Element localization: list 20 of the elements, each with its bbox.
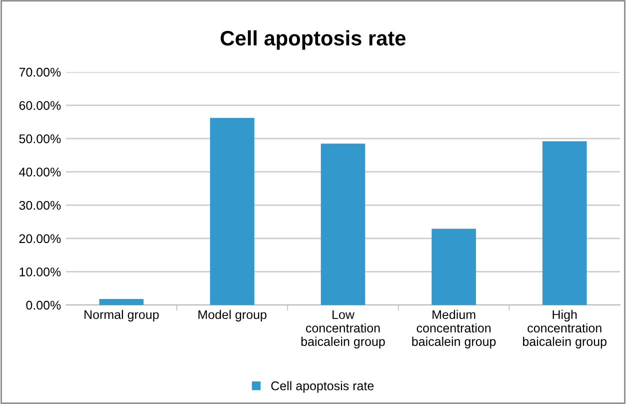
x-tick-label: Low concentration baicalein group (301, 310, 385, 348)
y-tick-label: 10.00% (20, 268, 61, 276)
bar (210, 118, 254, 305)
y-tick-label: 60.00% (19, 101, 61, 110)
x-tick-label: Medium concentration baicalein group (412, 310, 496, 348)
chart-title: Cell apoptosis rate (220, 30, 406, 50)
x-tick-label: Model group (198, 310, 266, 322)
x-tick-label: High concentration baicalein group (523, 310, 606, 348)
legend-label: Cell apoptosis rate (271, 381, 374, 393)
y-tick-label: 40.00% (19, 168, 61, 177)
bar (432, 228, 476, 305)
y-tick-label: 0.00% (26, 300, 61, 310)
y-tick-label: 20.00% (19, 234, 61, 244)
y-tick-label: 30.00% (19, 200, 61, 210)
bar (542, 141, 587, 305)
x-tick-label: Normal group (84, 310, 159, 322)
bar (320, 144, 366, 305)
y-tick-label: 50.00% (19, 134, 61, 144)
y-tick-label: 70.00% (19, 68, 61, 77)
bar (99, 299, 144, 305)
